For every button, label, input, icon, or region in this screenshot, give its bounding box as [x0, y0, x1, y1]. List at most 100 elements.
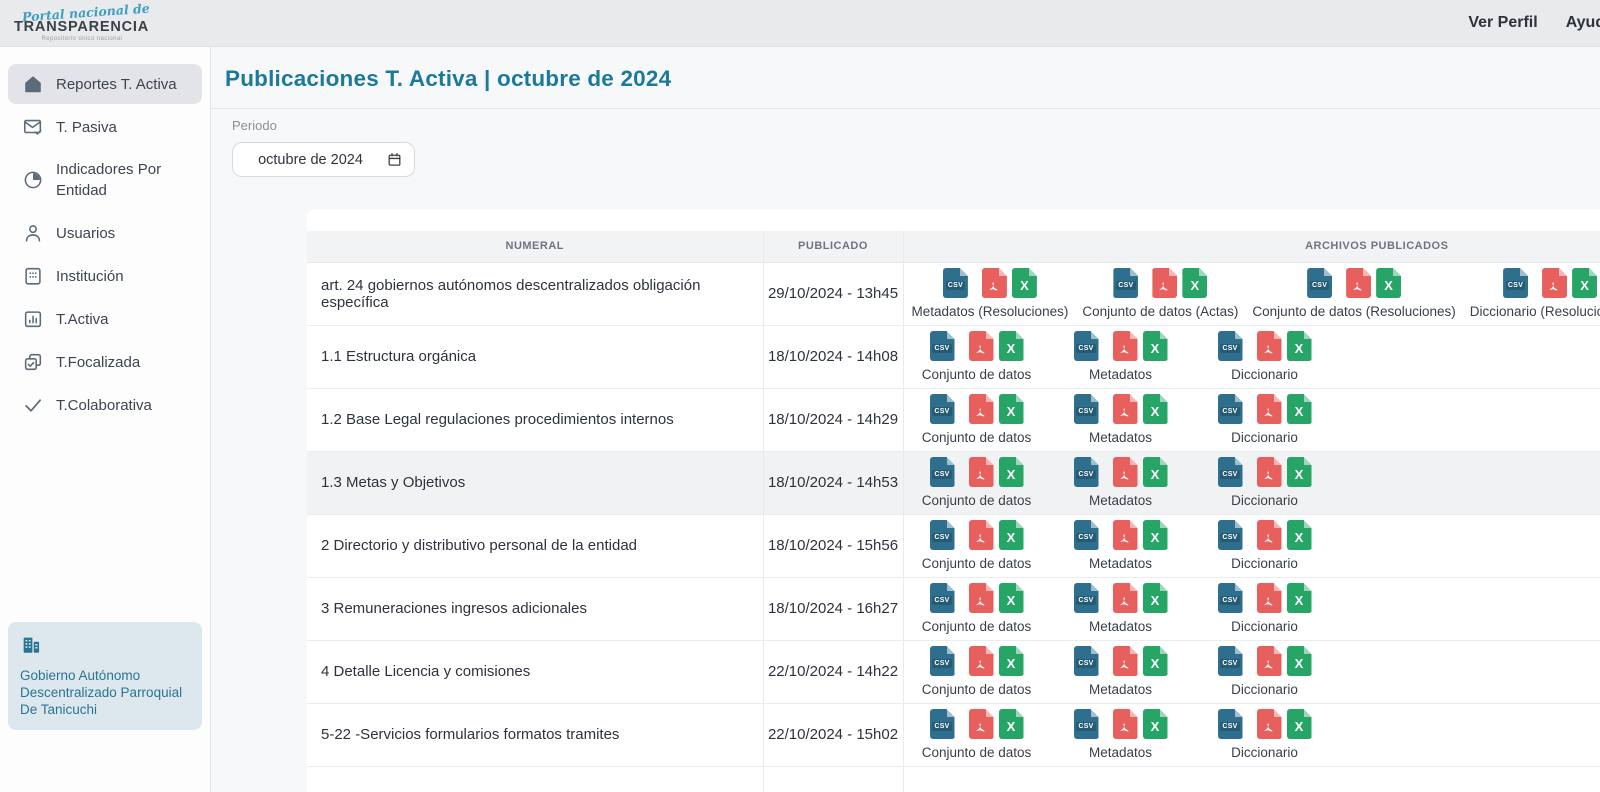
file-icon-excel[interactable]: X [1143, 520, 1168, 550]
table-row: 2 Directorio y distributivo personal de … [307, 514, 1600, 577]
file-icon-csv[interactable]: CSV [1218, 331, 1243, 361]
file-icon-csv[interactable]: CSV [1503, 268, 1528, 298]
file-icon-pdf[interactable] [1257, 331, 1282, 361]
file-group-label: Metadatos [1089, 430, 1152, 445]
file-icon-pdf[interactable] [1257, 709, 1282, 739]
file-icon-csv[interactable]: CSV [930, 457, 955, 487]
file-icon-excel[interactable]: X [999, 457, 1024, 487]
file-icon-excel[interactable]: X [1287, 394, 1312, 424]
file-icon-csv[interactable]: CSV [1218, 646, 1243, 676]
file-icon-excel[interactable]: X [1143, 331, 1168, 361]
file-icon-pdf[interactable] [1113, 457, 1138, 487]
pie-chart-icon [22, 169, 44, 191]
sidebar-item-t-focalizada[interactable]: T.Focalizada [8, 342, 202, 382]
file-icon-excel[interactable]: X [1287, 331, 1312, 361]
file-icon-csv[interactable]: CSV [1218, 394, 1243, 424]
file-group-label: Conjunto de datos (Resoluciones) [1252, 304, 1455, 319]
file-icon-csv[interactable]: CSV [930, 709, 955, 739]
sidebar-item-label: T.Focalizada [56, 352, 140, 373]
ayuda-link[interactable]: Ayuda [1566, 14, 1600, 32]
sidebar-item-t-activa[interactable]: T.Activa [8, 299, 202, 339]
file-icon-pdf[interactable] [1257, 457, 1282, 487]
file-icon-excel[interactable]: X [1143, 457, 1168, 487]
file-icon-csv[interactable]: CSV [1218, 457, 1243, 487]
file-icon-pdf[interactable] [1257, 646, 1282, 676]
file-icon-excel[interactable]: X [1287, 646, 1312, 676]
file-icon-excel[interactable]: X [1287, 583, 1312, 613]
file-icon-csv[interactable]: CSV [1074, 457, 1099, 487]
file-icon-excel[interactable]: X [999, 646, 1024, 676]
file-group: CSV X Conjunto de datos (Resoluciones) [1252, 268, 1455, 319]
file-icon-excel[interactable]: X [1287, 457, 1312, 487]
file-icon-pdf[interactable] [982, 268, 1007, 298]
file-icon-excel[interactable]: X [999, 520, 1024, 550]
archivos-cell: CSVXConjunto de datosCSVXMetadatosCSVXDi… [903, 640, 1600, 703]
sidebar-item-t-colaborativa[interactable]: T.Colaborativa [8, 385, 202, 425]
table-row: 1.1 Estructura orgánica18/10/2024 - 14h0… [307, 325, 1600, 388]
file-icon-pdf[interactable] [969, 457, 994, 487]
file-icon-pdf[interactable] [1113, 331, 1138, 361]
file-icon-excel[interactable]: X [999, 394, 1024, 424]
file-icon-csv[interactable]: CSV [1074, 646, 1099, 676]
file-icon-pdf[interactable] [1113, 709, 1138, 739]
file-icon-csv[interactable]: CSV [930, 583, 955, 613]
file-icon-excel[interactable]: X [1376, 268, 1401, 298]
file-icon-csv[interactable]: CSV [1218, 709, 1243, 739]
file-icon-excel[interactable]: X [1143, 646, 1168, 676]
file-icon-csv[interactable]: CSV [930, 331, 955, 361]
file-icon-csv[interactable]: CSV [1113, 268, 1138, 298]
publications-table: NUMERAL PUBLICADO ARCHIVOS PUBLICADOS ar… [307, 231, 1600, 792]
file-icon-pdf[interactable] [1542, 268, 1567, 298]
file-icon-csv[interactable]: CSV [1074, 583, 1099, 613]
sidebar-item-institucion[interactable]: Institución [8, 256, 202, 296]
file-icon-excel[interactable]: X [1143, 394, 1168, 424]
file-icon-pdf[interactable] [1113, 583, 1138, 613]
file-icon-csv[interactable]: CSV [930, 646, 955, 676]
file-icon-pdf[interactable] [1257, 520, 1282, 550]
file-icon-csv[interactable]: CSV [930, 520, 955, 550]
file-icon-excel[interactable]: X [999, 331, 1024, 361]
file-icon-csv[interactable]: CSV [930, 394, 955, 424]
sidebar-item-reportes-t-activa[interactable]: Reportes T. Activa [8, 64, 202, 104]
file-group-label: Diccionario [1231, 430, 1298, 445]
sidebar-item-t-pasiva[interactable]: T. Pasiva [8, 107, 202, 147]
sidebar-item-usuarios[interactable]: Usuarios [8, 213, 202, 253]
file-icon-excel[interactable]: X [1012, 268, 1037, 298]
file-icon-csv[interactable]: CSV [1074, 520, 1099, 550]
file-icon-excel[interactable]: X [1572, 268, 1597, 298]
file-icon-csv[interactable]: CSV [1074, 394, 1099, 424]
file-icon-csv[interactable]: CSV [1307, 268, 1332, 298]
file-icon-pdf[interactable] [1257, 583, 1282, 613]
file-icon-pdf[interactable] [1113, 646, 1138, 676]
calendar-icon[interactable] [386, 151, 403, 172]
top-bar: Portal nacional de TRANSPARENCIA Reposit… [0, 0, 1600, 47]
file-icon-pdf[interactable] [1113, 394, 1138, 424]
file-icon-excel[interactable]: X [1143, 709, 1168, 739]
logo-tagline: Repositorio único nacional [14, 36, 150, 42]
file-icon-excel[interactable]: X [1287, 709, 1312, 739]
file-icon-csv[interactable]: CSV [1218, 583, 1243, 613]
file-icon-pdf[interactable] [969, 709, 994, 739]
ver-perfil-link[interactable]: Ver Perfil [1468, 14, 1537, 32]
file-icon-excel[interactable]: X [1182, 268, 1207, 298]
file-icon-pdf[interactable] [1346, 268, 1371, 298]
file-icon-pdf[interactable] [969, 394, 994, 424]
sidebar-item-indicadores-por-entidad[interactable]: Indicadores Por Entidad [8, 150, 202, 210]
file-icon-excel[interactable]: X [1143, 583, 1168, 613]
file-icon-excel[interactable]: X [999, 583, 1024, 613]
file-icon-pdf[interactable] [969, 646, 994, 676]
file-icon-pdf[interactable] [969, 331, 994, 361]
file-icon-csv[interactable]: CSV [1074, 331, 1099, 361]
file-icon-excel[interactable]: X [1287, 520, 1312, 550]
file-icon-excel[interactable]: X [999, 709, 1024, 739]
file-icon-csv[interactable]: CSV [943, 268, 968, 298]
file-icon-pdf[interactable] [1152, 268, 1177, 298]
file-icon-csv[interactable]: CSV [1218, 520, 1243, 550]
file-icon-pdf[interactable] [969, 520, 994, 550]
period-month-input[interactable]: octubre de 2024 [232, 142, 415, 177]
file-icon-pdf[interactable] [1113, 520, 1138, 550]
file-group: CSVXDiccionario [1200, 331, 1330, 382]
file-icon-pdf[interactable] [969, 583, 994, 613]
file-icon-csv[interactable]: CSV [1074, 709, 1099, 739]
file-icon-pdf[interactable] [1257, 394, 1282, 424]
